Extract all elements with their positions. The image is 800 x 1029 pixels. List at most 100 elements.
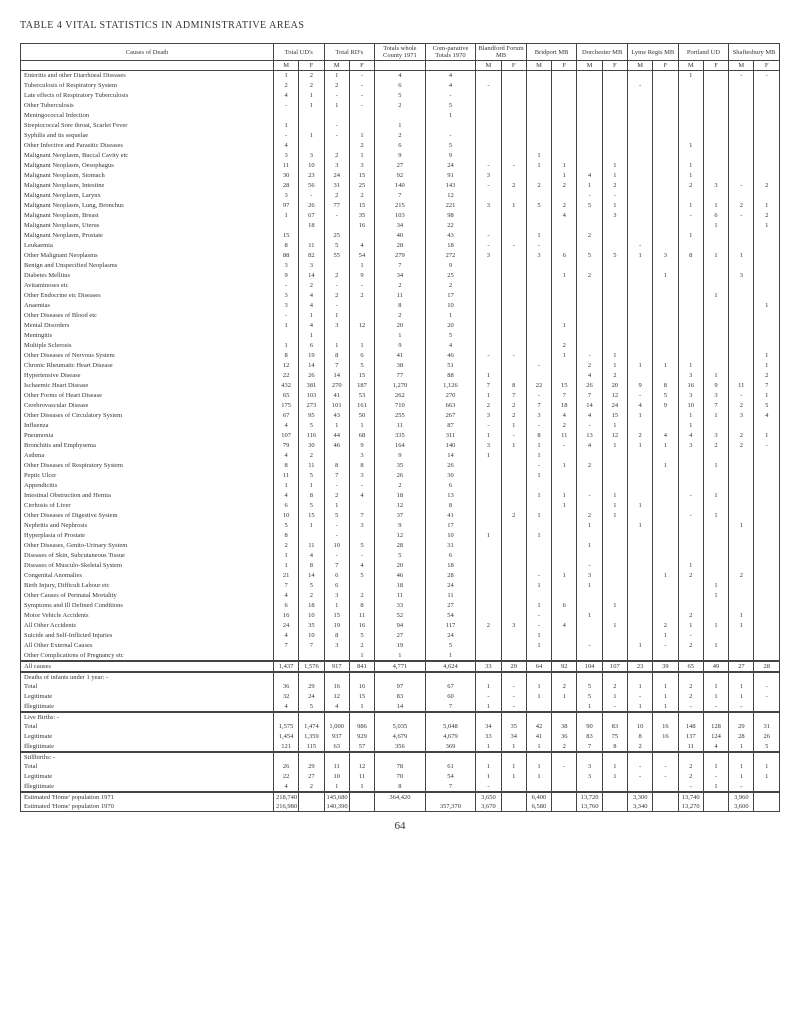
value-cell: 14: [299, 571, 324, 581]
value-cell: [602, 81, 627, 91]
value-cell: [754, 621, 780, 631]
value-cell: 1: [526, 772, 551, 782]
mf-header: M: [627, 61, 652, 71]
value-cell: -: [577, 421, 602, 431]
value-cell: 4: [299, 551, 324, 561]
value-cell: [653, 752, 678, 762]
value-cell: 22: [425, 221, 476, 231]
value-cell: -: [299, 191, 324, 201]
value-cell: 1: [552, 271, 577, 281]
value-cell: 1: [476, 431, 501, 441]
value-cell: [577, 631, 602, 641]
value-cell: 3: [476, 171, 501, 181]
value-cell: 1,359: [299, 732, 324, 742]
value-cell: 3: [324, 641, 349, 651]
value-cell: 1: [754, 772, 780, 782]
value-cell: [501, 101, 526, 111]
value-cell: [476, 91, 501, 101]
value-cell: [602, 641, 627, 651]
value-cell: 3,300: [627, 792, 652, 802]
value-cell: 33: [375, 601, 426, 611]
cause-label: Illegitimate: [21, 782, 274, 792]
value-cell: [602, 451, 627, 461]
value-cell: [703, 561, 728, 571]
value-cell: 3,670: [476, 802, 501, 812]
value-cell: -: [273, 131, 298, 141]
value-cell: 1: [678, 411, 703, 421]
value-cell: 917: [324, 661, 349, 672]
value-cell: -: [627, 762, 652, 772]
value-cell: [501, 481, 526, 491]
value-cell: -: [349, 101, 374, 111]
value-cell: 1: [577, 521, 602, 531]
value-cell: 63: [324, 742, 349, 752]
value-cell: 67: [299, 211, 324, 221]
value-cell: 3: [273, 301, 298, 311]
value-cell: [653, 161, 678, 171]
value-cell: 75: [602, 732, 627, 742]
table-row: Total262911127861111-31--2111: [21, 762, 780, 772]
value-cell: 8: [425, 501, 476, 511]
value-cell: 1: [602, 511, 627, 521]
value-cell: 1: [627, 521, 652, 531]
value-cell: [501, 131, 526, 141]
value-cell: [754, 281, 780, 291]
value-cell: [703, 161, 728, 171]
value-cell: 1: [552, 571, 577, 581]
value-cell: [754, 131, 780, 141]
value-cell: [703, 91, 728, 101]
value-cell: 1: [703, 762, 728, 772]
value-cell: [501, 371, 526, 381]
value-cell: 64: [526, 661, 551, 672]
value-cell: 2: [577, 231, 602, 241]
table-row: Other Diseases, Genito-Urinary System211…: [21, 541, 780, 551]
value-cell: 4: [273, 782, 298, 792]
value-cell: 8: [273, 351, 298, 361]
value-cell: [552, 81, 577, 91]
value-cell: 4: [577, 441, 602, 451]
value-cell: 2: [552, 181, 577, 191]
value-cell: 2: [299, 782, 324, 792]
value-cell: 43: [425, 231, 476, 241]
value-cell: 3: [476, 411, 501, 421]
value-cell: [602, 111, 627, 121]
col-header: Lyme Regis MB: [627, 44, 678, 61]
cause-label: Other Malignant Neoplasms: [21, 251, 274, 261]
value-cell: -: [577, 351, 602, 361]
value-cell: [602, 231, 627, 241]
value-cell: [627, 481, 652, 491]
cause-label: All Other External Causes: [21, 641, 274, 651]
value-cell: 57: [349, 742, 374, 752]
table-row: All Other External Causes77321951-1-21: [21, 641, 780, 651]
cause-label: Avitaminoses etc: [21, 281, 274, 291]
value-cell: [729, 471, 754, 481]
value-cell: 27: [425, 601, 476, 611]
value-cell: [602, 581, 627, 591]
value-cell: [476, 541, 501, 551]
value-cell: 5: [324, 511, 349, 521]
table-row: All causes1,4371,5769178414,7714,6243329…: [21, 661, 780, 672]
value-cell: [602, 591, 627, 601]
value-cell: [653, 171, 678, 181]
value-cell: [577, 471, 602, 481]
value-cell: 12: [375, 531, 426, 541]
value-cell: [678, 261, 703, 271]
value-cell: 2: [324, 81, 349, 91]
value-cell: [552, 281, 577, 291]
value-cell: [552, 581, 577, 591]
value-cell: 1,000: [324, 722, 349, 732]
value-cell: [577, 591, 602, 601]
value-cell: 13: [577, 431, 602, 441]
cause-label: Peptic Ulcer: [21, 471, 274, 481]
value-cell: -: [526, 241, 551, 251]
value-cell: [678, 541, 703, 551]
value-cell: -: [552, 441, 577, 451]
value-cell: 3: [273, 151, 298, 161]
value-cell: 88: [273, 251, 298, 261]
value-cell: 216,980: [273, 802, 298, 812]
value-cell: 218,740: [273, 792, 298, 802]
value-cell: -: [324, 551, 349, 561]
value-cell: 10: [324, 541, 349, 551]
value-cell: 1: [754, 221, 780, 231]
value-cell: -: [577, 191, 602, 201]
